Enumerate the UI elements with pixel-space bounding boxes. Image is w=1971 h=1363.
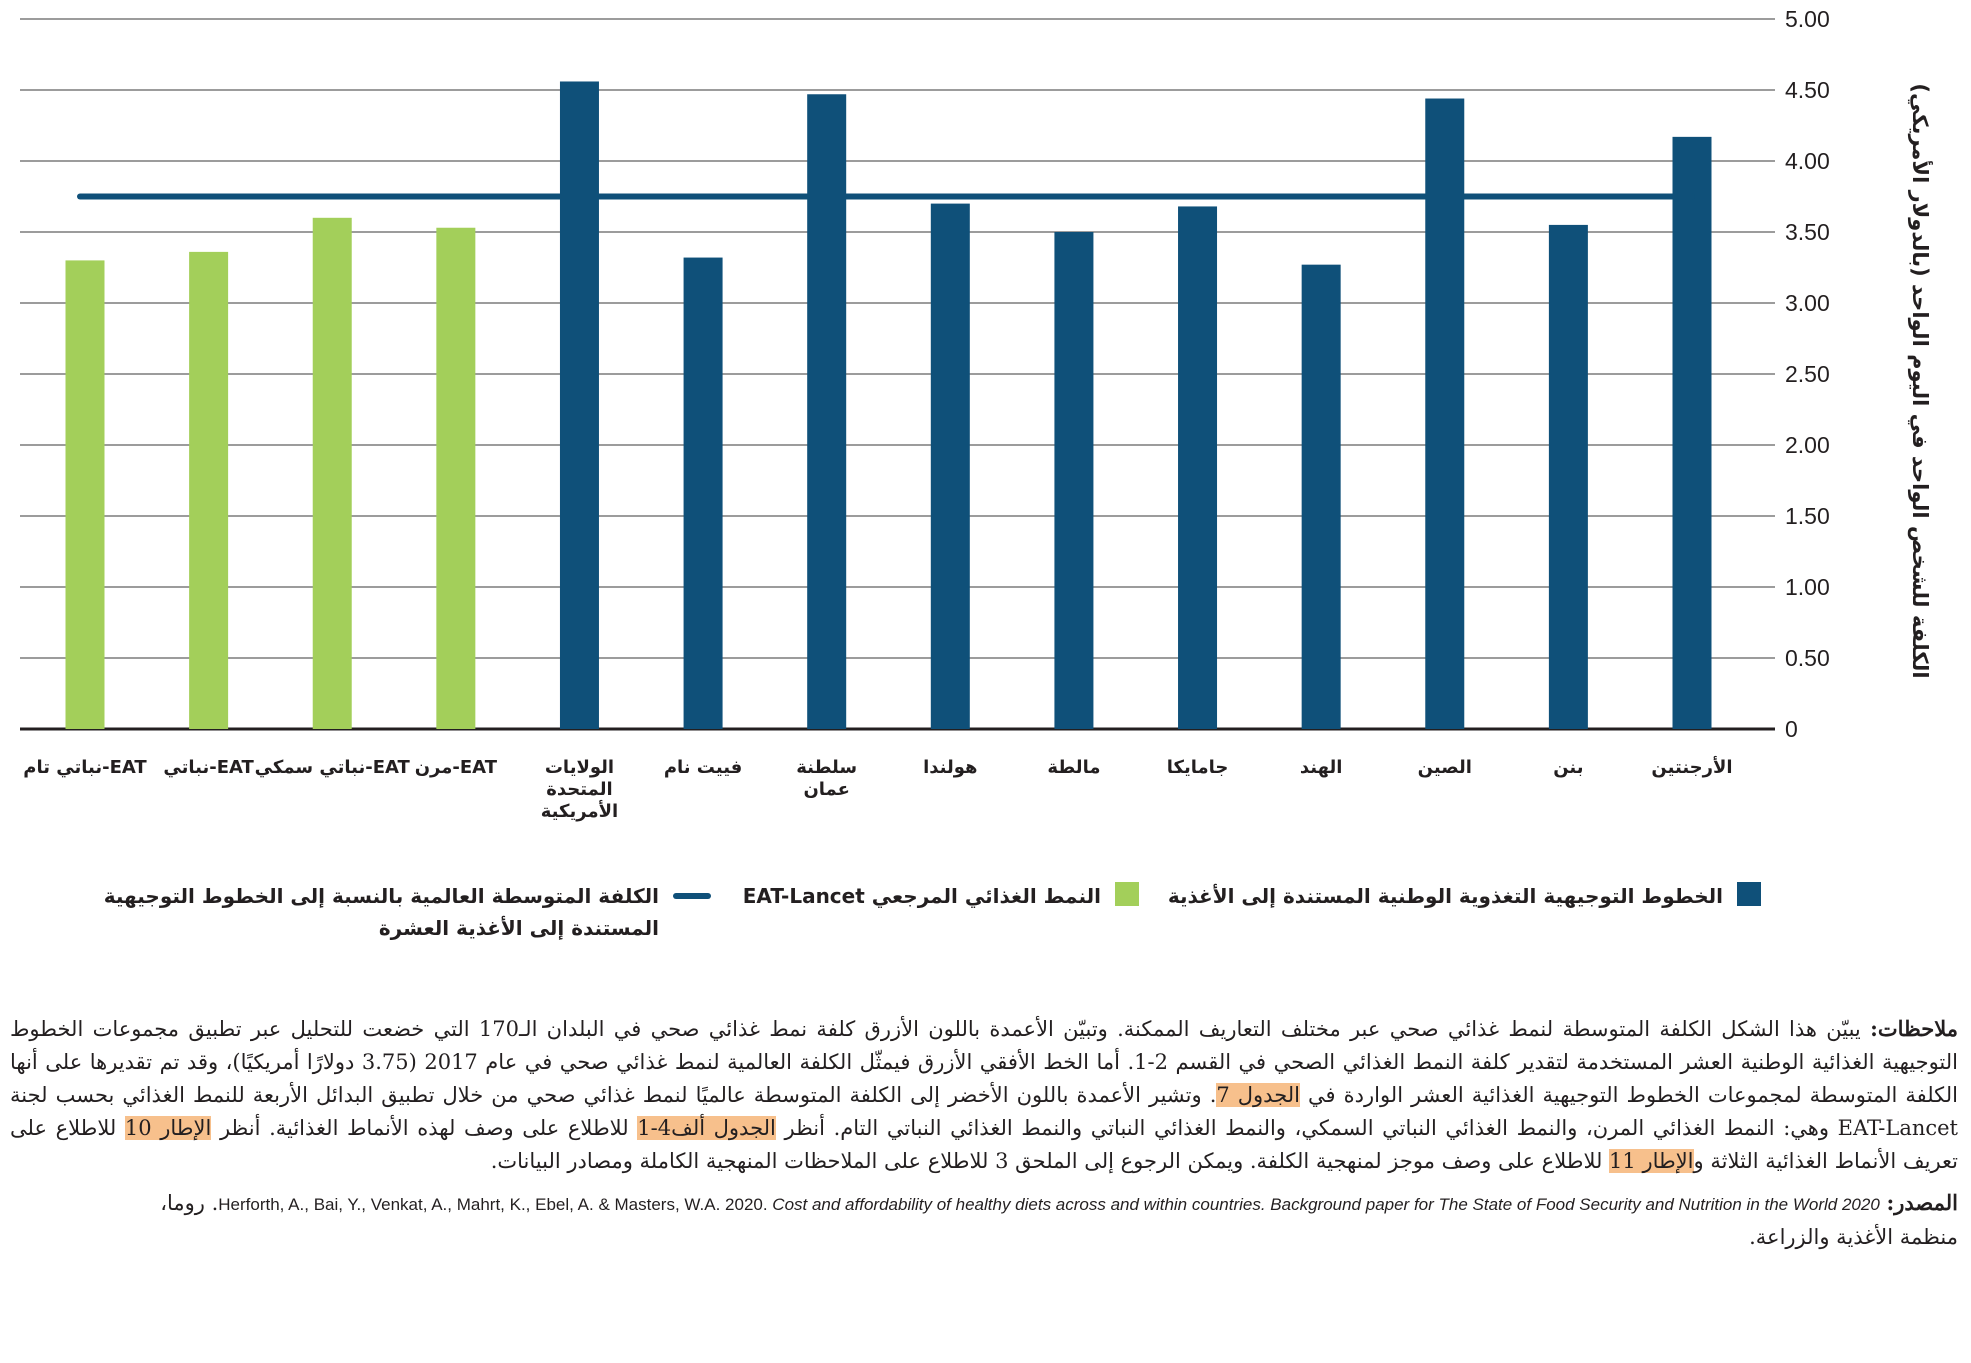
link-table-7[interactable]: الجدول 7 — [1216, 1083, 1300, 1107]
x-tick-label: الصين — [1418, 757, 1472, 778]
y-tick-label: 4.50 — [1785, 77, 1830, 103]
bar — [65, 260, 105, 729]
x-tick-label: مالطة — [1047, 757, 1100, 778]
y-tick-label: 1.50 — [1785, 503, 1830, 529]
source-reference: Herforth, A., Bai, Y., Venkat, A., Mahrt… — [218, 1195, 1880, 1214]
source-paragraph: المصدر: Herforth, A., Bai, Y., Venkat, A… — [10, 1186, 1958, 1254]
x-tick-label: بنن — [1553, 757, 1583, 778]
source-publisher: منظمة الأغذية والزراعة. — [1749, 1225, 1958, 1249]
legend-line-blue — [673, 893, 711, 899]
bar — [930, 203, 970, 730]
y-tick-labels: 5.00 4.50 4.00 3.50 3.00 2.50 2.00 1.50 1.00 0.50… — [1785, 6, 1830, 742]
bar — [189, 251, 229, 729]
x-tick-label: الولايات المتحدة الأمريكية — [541, 757, 618, 822]
bar — [312, 217, 352, 730]
y-tick-label: 1.00 — [1785, 574, 1830, 600]
bar — [1672, 136, 1712, 730]
source-title: Cost and affordability of healthy diets … — [772, 1195, 1880, 1214]
notes-text-4: للاطلاع على تعريف الأنماط الغذائية الثلا… — [10, 1116, 1958, 1173]
legend-label-average-line1: الكلفة المتوسطة العالمية بالنسبة إلى الخ… — [103, 884, 659, 908]
legend-item-average-line: الكلفة المتوسطة العالمية بالنسبة إلى الخ… — [104, 880, 711, 944]
link-box-11[interactable]: الإطار 11 — [1609, 1149, 1694, 1173]
x-tick-label: جامايكا — [1167, 757, 1229, 778]
notes-text-3: للاطلاع على وصف لهذه الأنماط الغذائية. أ… — [211, 1116, 638, 1140]
x-tick-label: EAT-مرن — [415, 757, 498, 778]
source-authors: Herforth, A., Bai, Y., Venkat, A., Mahrt… — [218, 1195, 773, 1214]
notes-text-5: للاطلاع على وصف موجز لمنهجية الكلفة. ويم… — [490, 1149, 1610, 1173]
legend-swatch-green — [1115, 882, 1139, 906]
bar — [1425, 98, 1465, 729]
link-table-a4-1[interactable]: الجدول ألف4-1 — [637, 1116, 776, 1140]
source-ref-end: . روما، — [160, 1191, 219, 1215]
bar — [1054, 232, 1094, 729]
bar — [683, 257, 723, 729]
legend-swatch-blue — [1737, 882, 1761, 906]
legend-label-fbdg: الخطوط التوجيهية التغذوية الوطنية المستن… — [1167, 884, 1723, 908]
bar — [807, 94, 847, 729]
legend-label-average: الكلفة المتوسطة العالمية بالنسبة إلى الخ… — [104, 880, 659, 944]
y-tick-label: 5.00 — [1785, 6, 1830, 32]
x-tick-label: فييت نام — [664, 757, 743, 778]
x-tick-label: سلطنة عمان — [796, 757, 857, 800]
bar — [1301, 264, 1341, 729]
y-tick-label: 2.00 — [1785, 432, 1830, 458]
link-box-10[interactable]: الإطار 10 — [124, 1116, 212, 1140]
bar-chart: 5.00 4.50 4.00 3.50 3.00 2.50 2.00 1.50 1.00 0.50… — [20, 6, 1934, 822]
y-tick-label: 2.50 — [1785, 361, 1830, 387]
x-category-labels: الأرجنتين بنن الصين الهند جامايكا مالطة هولندا… — [23, 756, 1732, 822]
notes-paragraph: ملاحظات: يبيّن هذا الشكل الكلفة المتوسطة… — [10, 1012, 1958, 1178]
legend-item-eat: النمط الغذائي المرجعي EAT-Lancet — [743, 880, 1139, 912]
y-tick-label: 3.00 — [1785, 290, 1830, 316]
legend-item-fbdg: الخطوط التوجيهية التغذوية الوطنية المستن… — [1168, 880, 1761, 912]
bar — [1178, 206, 1218, 729]
bar — [1548, 224, 1588, 729]
gridlines — [20, 18, 1775, 731]
y-tick-label: 4.00 — [1785, 148, 1830, 174]
legend: الخطوط التوجيهية التغذوية الوطنية المستن… — [0, 880, 1971, 980]
bars — [65, 81, 1712, 730]
notes-label: ملاحظات: — [1870, 1016, 1958, 1041]
y-tick-label: 3.50 — [1785, 219, 1830, 245]
y-tick-label: 0.50 — [1785, 645, 1830, 671]
bar — [559, 81, 599, 730]
x-tick-label: EAT-نباتي سمكي — [255, 757, 411, 778]
source-label: المصدر: — [1886, 1190, 1958, 1215]
y-axis-label: الكلفة للشخص الواحد في اليوم الواحد (بال… — [1908, 83, 1934, 678]
x-tick-label: EAT-نباتي — [163, 757, 254, 778]
x-tick-label: EAT-نباتي تام — [23, 757, 147, 778]
x-tick-label: الأرجنتين — [1651, 756, 1732, 778]
legend-label-average-line2: المستندة إلى الأغذية العشرة — [378, 916, 659, 940]
y-tick-label: 0 — [1785, 716, 1798, 742]
x-tick-label: هولندا — [923, 757, 977, 778]
x-tick-label: الهند — [1300, 757, 1343, 778]
bar — [436, 227, 476, 730]
legend-label-eat: النمط الغذائي المرجعي EAT-Lancet — [742, 884, 1101, 908]
notes-text-2: . وتشير الأعمدة باللون الأخضر إلى الكلفة… — [10, 1083, 1959, 1140]
notes-section: ملاحظات: يبيّن هذا الشكل الكلفة المتوسطة… — [10, 1012, 1958, 1254]
notes-text-1: يبيّن هذا الشكل الكلفة المتوسطة لنمط غذا… — [10, 1017, 1959, 1107]
